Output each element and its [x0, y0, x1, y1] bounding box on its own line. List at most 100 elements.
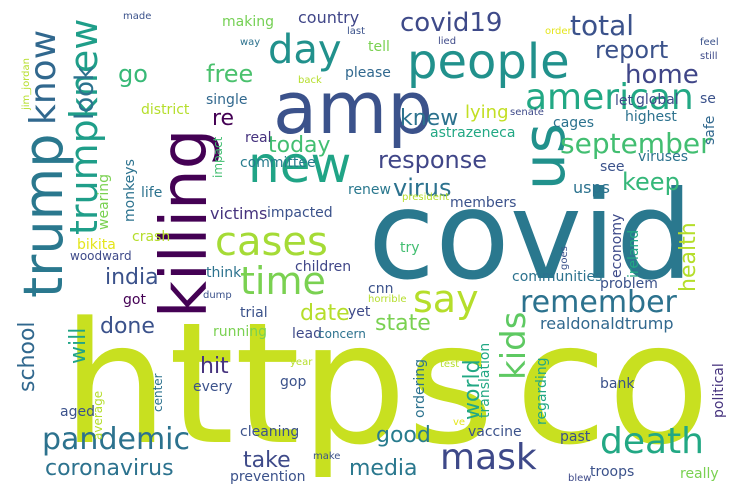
word-got: got: [123, 292, 146, 308]
word-troops: troops: [590, 464, 635, 480]
word-school: school: [15, 321, 40, 392]
word-aged: aged: [60, 404, 95, 420]
word-coronavirus: coronavirus: [45, 456, 174, 481]
word-hit: hit: [200, 354, 229, 379]
word-feel: feel: [700, 37, 719, 48]
word-will: will: [66, 327, 91, 364]
word-country: country: [298, 8, 360, 27]
word-september: september: [560, 127, 712, 160]
word-blew: blew: [568, 473, 592, 484]
word-senate: senate: [510, 107, 544, 118]
word-day: day: [268, 27, 342, 73]
word-ireland: ireland: [626, 229, 642, 278]
word-cases: cases: [215, 219, 328, 265]
word-last: last: [347, 26, 366, 37]
word-center: center: [151, 373, 165, 412]
word-lying: lying: [465, 102, 509, 123]
word-new: new: [248, 136, 352, 194]
word-gop: gop: [280, 374, 307, 390]
word-real: real: [245, 130, 272, 146]
word-bank: bank: [600, 376, 635, 392]
word-political: political: [711, 363, 727, 418]
word-co: co: [515, 286, 711, 482]
word-death: death: [600, 421, 704, 462]
word-knew: knew: [400, 106, 459, 131]
word-making: making: [222, 14, 274, 30]
word-people: people: [407, 34, 570, 90]
word-usps: usps: [573, 178, 610, 197]
word-global: global: [636, 92, 679, 108]
word-test: test: [440, 359, 460, 370]
word-dump: dump: [203, 290, 232, 301]
word-health: health: [676, 222, 701, 292]
word-date: date: [300, 301, 350, 326]
word-amp: amp: [273, 66, 433, 150]
word-wearing: wearing: [96, 173, 112, 230]
word-today: today: [268, 133, 331, 158]
word-done: done: [100, 314, 155, 339]
word-think: think: [206, 265, 242, 281]
word-regarding: regarding: [534, 357, 550, 425]
word-state: state: [375, 311, 431, 336]
word-past: past: [560, 429, 591, 445]
word-viruses: viruses: [638, 149, 689, 165]
word-highest: highest: [625, 109, 677, 125]
word-mask: mask: [440, 437, 537, 478]
word-go: go: [118, 60, 148, 88]
word-home: home: [625, 60, 699, 90]
word-yet: yet: [348, 304, 371, 320]
word-horrible: horrible: [368, 294, 407, 305]
word-economy: economy: [609, 213, 625, 278]
word-monkeys: monkeys: [122, 159, 138, 222]
word-take: take: [243, 448, 291, 473]
word-back: back: [298, 75, 322, 86]
word-see: see: [600, 159, 625, 175]
word-victims: victims: [210, 204, 268, 223]
word-concern: concern: [318, 327, 366, 341]
word-safe: safe: [702, 115, 718, 145]
word-president: president: [402, 192, 450, 203]
word-impact: impact: [211, 136, 225, 178]
word-se: se: [700, 91, 716, 107]
word-virus: virus: [393, 174, 452, 202]
word-make: make: [313, 451, 341, 462]
word-impacted: impacted: [267, 205, 333, 221]
word-crash: crash: [132, 229, 171, 245]
word-total: total: [570, 9, 635, 42]
word-let: let: [615, 93, 633, 109]
word-ordering: ordering: [412, 359, 428, 418]
word-cnn: cnn: [368, 281, 394, 297]
word-every: every: [193, 379, 233, 395]
word-year: year: [290, 357, 313, 368]
word-single: single: [206, 92, 248, 108]
word-cleaning: cleaning: [240, 424, 300, 440]
word-pandemic: pandemic: [42, 422, 190, 457]
word-ve: ve: [453, 417, 466, 428]
word-children: children: [295, 259, 352, 275]
word-kids: kids: [494, 311, 534, 380]
word-media: media: [349, 456, 418, 481]
word-tell: tell: [368, 39, 390, 55]
word-realdonaldtrump: realdonaldtrump: [540, 314, 674, 333]
word-members: members: [450, 195, 517, 211]
word-trial: trial: [240, 305, 268, 321]
word-life: life: [141, 185, 163, 201]
word-translation: translation: [477, 342, 493, 418]
word-prevention: prevention: [230, 469, 306, 485]
word-communities: communities: [512, 269, 603, 285]
word-say: say: [413, 277, 479, 321]
word-district: district: [141, 102, 190, 118]
word-cages: cages: [553, 115, 595, 131]
word-india: india: [105, 265, 159, 290]
word-response: response: [378, 146, 488, 174]
word-american: american: [525, 77, 694, 118]
word-goes: goes: [559, 246, 570, 270]
word-jim_jordan: jim_jordan: [21, 58, 32, 110]
word-astrazeneca: astrazeneca: [430, 125, 516, 141]
word-time: time: [240, 259, 326, 303]
word-really: really: [680, 466, 719, 482]
word-problem: problem: [600, 276, 658, 292]
word-order: order: [545, 26, 572, 37]
word-committee: committee: [240, 155, 316, 171]
